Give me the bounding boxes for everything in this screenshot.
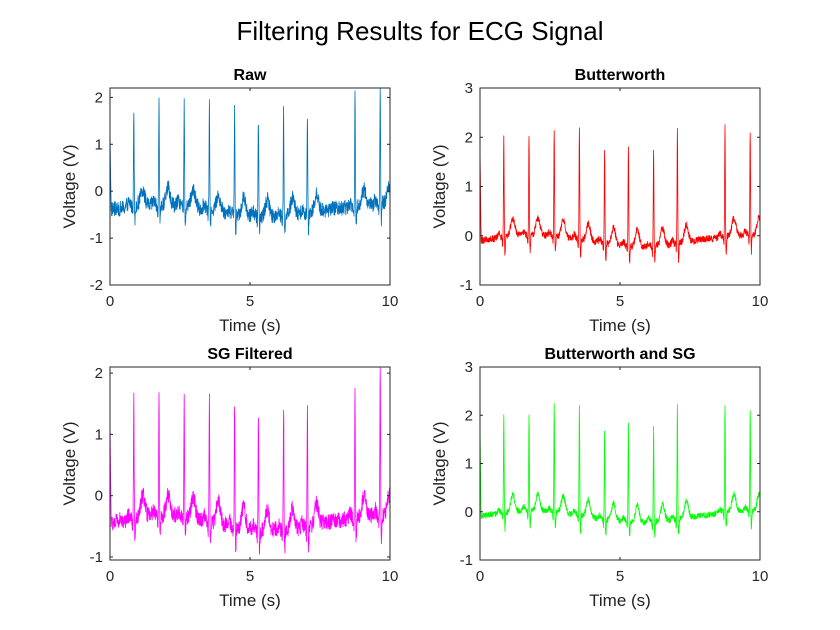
y-axis-label-sg-filtered: Voltage (V) <box>60 421 79 505</box>
subplot-title-butterworth: Butterworth <box>575 67 666 84</box>
y-tick-label: 1 <box>465 456 473 473</box>
x-axis-label-raw: Time (s) <box>219 316 281 335</box>
subplot-raw: 0 5 10 -2 -1 0 1 2 Raw Time (s) Voltage (V) <box>60 67 398 335</box>
subplot-title-raw: Raw <box>234 67 267 84</box>
x-tick-label: 5 <box>616 568 624 585</box>
y-tick-label: -1 <box>460 552 473 569</box>
x-tick-label: 0 <box>476 293 484 310</box>
axes-box-butterworth-and-sg <box>479 366 761 561</box>
y-tick-label: 3 <box>465 359 473 376</box>
y-tick-label: 0 <box>95 488 103 505</box>
series-line-raw <box>109 88 391 236</box>
x-axis-label-butterworth-and-sg: Time (s) <box>589 591 651 610</box>
x-tick-label: 0 <box>106 568 114 585</box>
figure-title: Filtering Results for ECG Signal <box>236 16 603 46</box>
x-tick-label: 10 <box>752 568 769 585</box>
y-axis-label-butterworth-and-sg: Voltage (V) <box>430 421 449 505</box>
y-tick-label: 1 <box>95 426 103 443</box>
y-tick-label: 3 <box>465 80 473 97</box>
y-tick-label: -2 <box>90 277 103 294</box>
series-line-sg-filtered <box>109 367 391 555</box>
x-tick-label: 10 <box>752 293 769 310</box>
y-axis-label-raw: Voltage (V) <box>60 144 79 228</box>
y-tick-label: 2 <box>95 89 103 106</box>
y-tick-label: -1 <box>460 277 473 294</box>
subplot-title-butterworth-and-sg: Butterworth and SG <box>544 346 695 363</box>
axes-box-butterworth <box>479 87 761 286</box>
y-tick-label: 0 <box>95 183 103 200</box>
x-tick-label: 5 <box>616 293 624 310</box>
y-tick-label: 2 <box>95 365 103 382</box>
y-tick-label: 1 <box>95 136 103 153</box>
y-tick-label: 1 <box>465 179 473 196</box>
y-axis-label-butterworth: Voltage (V) <box>430 144 449 228</box>
y-tick-label: -1 <box>90 230 103 247</box>
axes-box-raw <box>109 87 391 286</box>
x-tick-label: 0 <box>476 568 484 585</box>
series-line-butterworth <box>479 124 761 264</box>
series-line-butterworth-and-sg <box>479 403 761 538</box>
subplot-title-sg-filtered: SG Filtered <box>207 346 292 363</box>
x-tick-label: 5 <box>246 568 254 585</box>
y-tick-label: -1 <box>90 549 103 566</box>
x-axis-label-sg-filtered: Time (s) <box>219 591 281 610</box>
y-tick-label: 0 <box>465 228 473 245</box>
x-tick-label: 0 <box>106 293 114 310</box>
y-tick-label: 2 <box>465 129 473 146</box>
x-tick-label: 10 <box>382 568 399 585</box>
x-tick-label: 5 <box>246 293 254 310</box>
y-tick-label: 2 <box>465 407 473 424</box>
x-tick-label: 10 <box>382 293 399 310</box>
x-axis-label-butterworth: Time (s) <box>589 316 651 335</box>
y-tick-label: 0 <box>465 504 473 521</box>
